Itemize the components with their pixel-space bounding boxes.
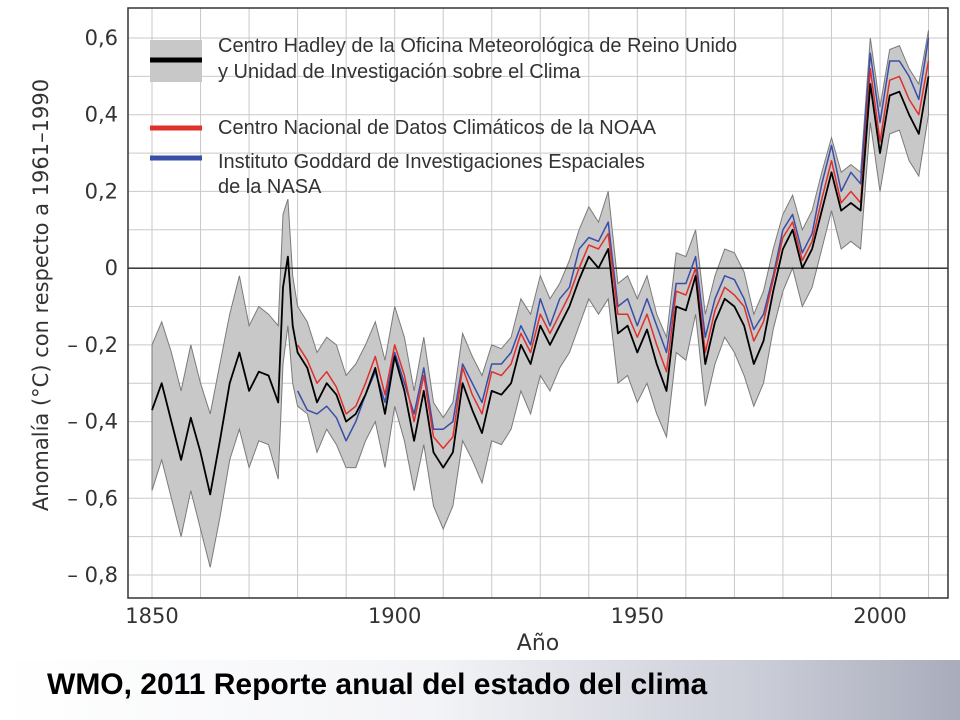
temperature-anomaly-chart: 1850 1900 1950 2000 0,6 0,4 0,2 0 – 0,2 – 0,4 – 0,…	[29, 7, 949, 656]
legend-label-nasa: Instituto Goddard de Investigaciones Esp…	[218, 151, 645, 173]
legend-label-nasa: de la NASA	[218, 176, 322, 198]
plot-frame	[127, 7, 949, 599]
x-tick-label: 1900	[368, 604, 421, 628]
series-line-hadley	[151, 76, 930, 496]
y-tick-label: 0,2	[85, 179, 118, 203]
x-tick-label: 2000	[853, 604, 906, 628]
tick-labels: 1850 1900 1950 2000 0,6 0,4 0,2 0 – 0,2 – 0,4 – 0,…	[67, 26, 906, 628]
footer-bar	[0, 660, 960, 720]
footer-caption: WMO, 2011 Reporte anual del estado del c…	[47, 668, 708, 701]
x-tick-label: 1850	[125, 604, 178, 628]
y-tick-label: – 0,2	[67, 333, 118, 357]
series-lines	[151, 37, 930, 496]
series-line-nasa	[296, 37, 930, 442]
plot-border	[127, 7, 949, 599]
y-tick-label: – 0,6	[67, 486, 118, 510]
y-tick-label: 0	[105, 256, 118, 280]
y-tick-label: 0,6	[85, 26, 118, 50]
legend: Centro Hadley de la Oficina Meteorológic…	[150, 35, 737, 198]
y-axis-label: Anomalía (°C) con respecto a 1961–1990	[29, 79, 53, 511]
legend-label-hadley: y Unidad de Investigación sobre el Clima	[218, 61, 581, 83]
legend-label-noaa: Centro Nacional de Datos Climáticos de l…	[218, 117, 657, 139]
legend-label-hadley: Centro Hadley de la Oficina Meteorológic…	[218, 35, 737, 57]
y-tick-label: – 0,4	[67, 410, 118, 434]
y-tick-label: – 0,8	[67, 563, 118, 587]
x-axis-label: Año	[517, 631, 559, 656]
series-line-noaa	[296, 60, 930, 450]
y-tick-label: 0,4	[85, 103, 118, 127]
x-tick-label: 1950	[611, 604, 664, 628]
